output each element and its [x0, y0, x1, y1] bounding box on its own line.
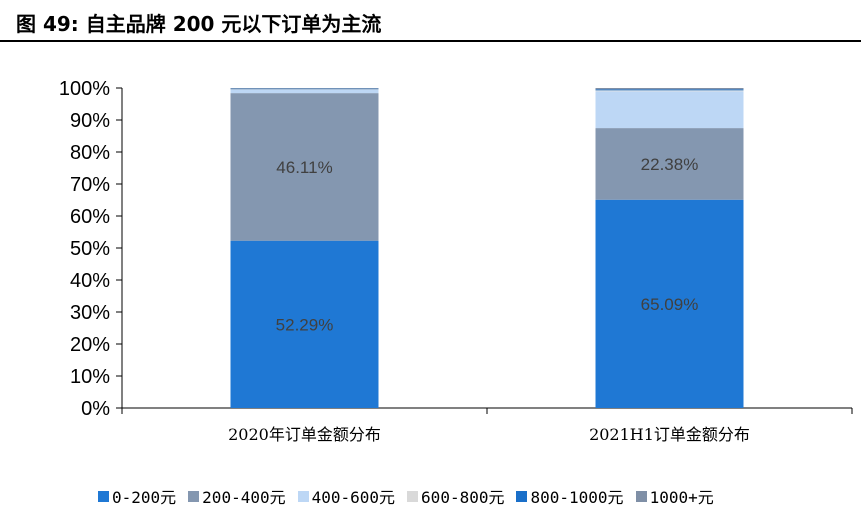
bar-segment [595, 88, 744, 90]
legend-item: 400-600元 [297, 484, 396, 508]
title-rule [0, 40, 861, 42]
bar-segment [230, 88, 379, 90]
legend-label: 400-600元 [311, 488, 396, 507]
y-tick-label: 20% [70, 334, 110, 356]
bar-segment [230, 240, 379, 408]
legend-label: 0-200元 [112, 488, 177, 507]
bar-segment [230, 89, 379, 94]
stacked-bar-chart: 0% 10% 20% 30% 40% 50% 60% 70% 80% 90% 100% 52.29% 4… [59, 78, 853, 444]
y-tick-label: 60% [70, 206, 110, 228]
y-tick-label: 70% [70, 174, 110, 196]
legend-label: 200-400元 [202, 488, 286, 507]
data-label: 46.11% [276, 158, 332, 177]
bar-segment [595, 128, 744, 200]
legend-swatch [297, 490, 309, 502]
chart-legend: 0-200元 200-400元 400-600元 600-800元 800-1000元 1… [98, 484, 714, 508]
y-tick-label: 80% [70, 142, 110, 164]
y-tick-label: 100% [59, 78, 110, 100]
y-tick-label: 90% [70, 110, 110, 132]
legend-swatch [98, 490, 109, 502]
bar-segment [230, 89, 379, 90]
legend-label: 600-800元 [421, 488, 505, 507]
data-label: 22.38% [641, 155, 699, 174]
bar-segment [230, 93, 379, 241]
data-label: 52.29% [276, 315, 334, 334]
legend-label: 1000+元 [649, 488, 714, 507]
x-category-label: 2021H1订单金额分布 [589, 425, 750, 444]
legend-label: 800-1000元 [530, 488, 624, 507]
bar-segment [595, 90, 744, 92]
figure-title: 图 49: 自主品牌 200 元以下订单为主流 [16, 12, 382, 36]
legend-swatch [188, 490, 200, 502]
x-category-label: 2020年订单金额分布 [228, 425, 381, 444]
legend-item: 800-1000元 [516, 484, 624, 508]
legend-item: 0-200元 [98, 484, 176, 508]
legend-item: 600-800元 [407, 484, 504, 508]
legend-swatch [635, 490, 647, 502]
legend-swatch [516, 490, 528, 502]
y-tick-label: 50% [70, 238, 110, 260]
legend-item: 1000+元 [635, 484, 714, 508]
y-tick-label: 0% [81, 398, 110, 420]
y-tick-label: 30% [70, 302, 110, 324]
data-label: 65.09% [641, 295, 699, 314]
legend-item: 200-400元 [188, 484, 286, 508]
bar-segment [595, 199, 744, 408]
legend-swatch [407, 490, 419, 502]
bar-segment [595, 89, 744, 91]
y-tick-label: 10% [70, 366, 110, 388]
y-tick-label: 40% [70, 270, 110, 292]
bar-segment [230, 88, 379, 89]
bar-segment [595, 91, 744, 129]
